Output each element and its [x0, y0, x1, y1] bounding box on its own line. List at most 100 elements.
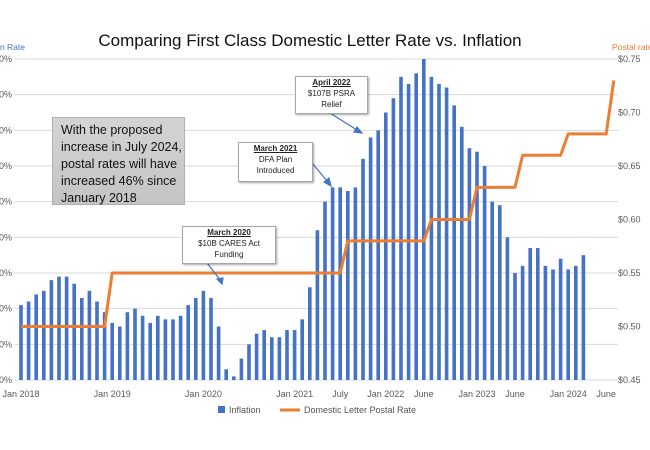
annotation-title: March 2021 — [253, 144, 298, 153]
left-tick-label: 8.0% — [0, 90, 12, 100]
annotation-text: Relief — [321, 100, 342, 109]
inflation-bar — [551, 269, 555, 380]
legend-postal-label: Domestic Letter Postal Rate — [304, 405, 416, 415]
annotation-title: March 2020 — [207, 228, 251, 237]
callout-line: increase in July 2024, — [61, 140, 182, 154]
annotation-march-2021: March 2021 DFA Plan Introduced — [238, 142, 313, 182]
inflation-bars — [19, 59, 586, 381]
annotation-april-2022: April 2022 $107B PSRA Relief — [295, 76, 368, 114]
inflation-bar — [239, 358, 244, 380]
right-tick-label: $0.70 — [618, 108, 641, 118]
inflation-bar — [201, 290, 206, 380]
x-tick-label: Jan 2022 — [367, 389, 404, 399]
left-axis-label: Inflation Rate — [0, 42, 25, 52]
inflation-bar — [543, 265, 548, 380]
inflation-bar — [80, 297, 84, 380]
right-tick-label: $0.75 — [618, 54, 641, 64]
inflation-bar — [186, 305, 190, 380]
inflation-bar — [574, 265, 578, 380]
annotation-arrows — [206, 112, 364, 286]
inflation-bar — [110, 322, 114, 380]
annotation-march-2020: March 2020 $10B CARES Act Funding — [182, 226, 276, 264]
inflation-bar — [376, 130, 380, 380]
inflation-bar — [232, 376, 236, 380]
inflation-bar — [399, 76, 403, 380]
left-tick-label: 2.0% — [0, 304, 12, 314]
x-tick-label: Jan 2023 — [458, 389, 495, 399]
left-tick-label: 7.0% — [0, 125, 12, 135]
inflation-bar — [323, 201, 327, 380]
inflation-bar — [247, 344, 251, 380]
inflation-bar — [338, 187, 342, 380]
x-axis-ticks: Jan 2018 Jan 2019 Jan 2020 Jan 2021 July Jan … — [2, 389, 615, 399]
inflation-bar — [361, 158, 365, 380]
right-tick-label: $0.55 — [618, 268, 641, 278]
inflation-bar — [34, 294, 38, 380]
right-tick-label: $0.45 — [618, 375, 641, 385]
left-tick-label: 6.0% — [0, 161, 12, 171]
left-tick-label: 9.0% — [0, 54, 12, 64]
inflation-bar — [118, 326, 122, 380]
inflation-bar — [528, 248, 532, 380]
annotation-text: Introduced — [256, 166, 295, 175]
inflation-bar — [581, 255, 586, 380]
x-tick-label: June — [596, 389, 616, 399]
inflation-bar — [353, 187, 358, 380]
inflation-bar — [460, 126, 464, 381]
inflation-bar — [391, 98, 396, 380]
inflation-bar — [292, 330, 297, 380]
inflation-bar — [277, 337, 282, 380]
inflation-bar — [536, 248, 540, 380]
inflation-bar — [270, 337, 274, 380]
inflation-bar — [156, 315, 160, 380]
right-tick-label: $0.60 — [618, 215, 641, 225]
inflation-bar — [125, 312, 130, 380]
inflation-bar — [384, 112, 388, 380]
annotation-text: Funding — [214, 250, 244, 259]
inflation-bar — [422, 59, 426, 380]
x-tick-label: Jan 2019 — [94, 389, 131, 399]
x-tick-label: Jan 2021 — [276, 389, 313, 399]
inflation-bar — [171, 319, 175, 380]
inflation-bar — [437, 83, 441, 380]
inflation-bar — [308, 287, 312, 380]
legend-inflation-label: Inflation — [229, 405, 261, 415]
inflation-bar — [452, 105, 456, 380]
callout-box: With the proposed increase in July 2024,… — [52, 117, 185, 205]
inflation-bar — [444, 87, 449, 381]
inflation-bar — [87, 290, 92, 380]
left-tick-label: 4.0% — [0, 232, 12, 242]
inflation-bar — [490, 201, 494, 380]
inflation-bar — [194, 297, 198, 380]
inflation-bar — [133, 308, 137, 380]
x-tick-label: June — [414, 389, 434, 399]
inflation-bar — [315, 230, 320, 380]
inflation-bar — [140, 315, 145, 380]
callout-line: With the proposed — [61, 123, 163, 137]
right-axis-label: Postal rate — [612, 42, 650, 52]
inflation-bar — [57, 276, 61, 380]
left-axis-ticks: 0.0% 1.0% 2.0% 3.0% 4.0% 5.0% 6.0% 7.0% 8.0% 9.0% — [0, 54, 12, 385]
annotation-text: $107B PSRA — [307, 89, 356, 98]
inflation-bar — [42, 290, 46, 380]
inflation-bar — [513, 273, 517, 380]
inflation-bar — [482, 166, 487, 380]
inflation-bar — [300, 319, 304, 380]
x-tick-label: July — [332, 389, 349, 399]
left-tick-label: 0.0% — [0, 375, 12, 385]
left-tick-label: 1.0% — [0, 339, 12, 349]
callout-line: increased 46% since — [61, 174, 177, 188]
inflation-bar — [163, 319, 168, 380]
inflation-bar — [95, 301, 99, 380]
inflation-bar — [285, 330, 289, 380]
inflation-bar — [72, 283, 76, 380]
right-tick-label: $0.50 — [618, 322, 641, 332]
inflation-bar — [262, 330, 266, 380]
x-tick-label: Jan 2020 — [185, 389, 222, 399]
legend: Inflation Domestic Letter Postal Rate — [218, 405, 416, 415]
inflation-bar — [558, 258, 563, 380]
inflation-bar — [498, 205, 502, 380]
inflation-bar — [406, 83, 411, 380]
inflation-bar — [49, 280, 54, 380]
